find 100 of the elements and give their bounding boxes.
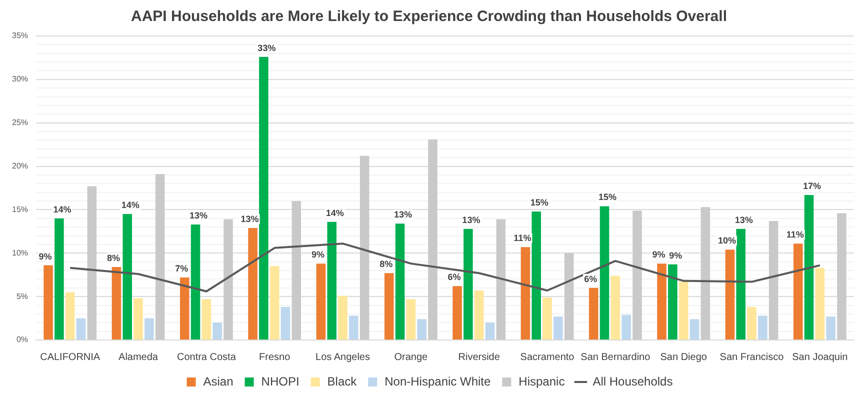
x-tick-label: Contra Costa (176, 352, 236, 363)
data-label: 11% (514, 233, 532, 244)
bar (464, 228, 473, 340)
data-label: 9% (669, 250, 682, 260)
data-label: 17% (803, 180, 822, 191)
bar (360, 156, 370, 340)
bar (112, 267, 122, 340)
bar (134, 298, 143, 340)
bar (54, 218, 64, 340)
x-tick-label: San Francisco (720, 352, 784, 363)
x-tick-label: CALIFORNIA (40, 352, 100, 363)
bar (190, 224, 200, 340)
bar (144, 318, 154, 340)
bar (87, 186, 97, 340)
legend-label: Hispanic (518, 374, 565, 388)
bar (700, 207, 710, 340)
legend-label: All Households (592, 374, 673, 388)
data-label: 9% (311, 250, 324, 260)
x-tick-label: Orange (394, 352, 428, 363)
x-tick-label: San Joaquin (792, 352, 848, 363)
data-label: 14% (53, 204, 72, 214)
legend-label: Asian (203, 374, 234, 388)
bar (564, 253, 574, 340)
y-tick-label: 25% (12, 118, 28, 128)
data-label: 33% (258, 42, 276, 53)
bar (837, 213, 846, 340)
bar (554, 316, 563, 340)
x-tick-label: Fresno (259, 352, 291, 363)
chart-title: AAPI Households are More Likely to Experience Crowding than Households Overall (131, 8, 727, 26)
bar (76, 318, 86, 340)
bar (44, 265, 53, 340)
data-label: 6% (584, 274, 598, 284)
bar (180, 277, 190, 340)
bar (327, 222, 336, 340)
data-label: 11% (786, 230, 804, 240)
bar (668, 264, 678, 340)
x-tick-label: San Bernardino (580, 352, 651, 363)
bar (248, 228, 258, 340)
bar (610, 276, 620, 340)
bar (747, 306, 756, 340)
bar (212, 322, 222, 340)
bar (259, 56, 268, 340)
data-label: 13% (462, 214, 480, 225)
bar (632, 210, 642, 340)
bar (349, 316, 358, 340)
data-label: 13% (734, 214, 753, 225)
data-label: 9% (38, 251, 52, 262)
bar (496, 219, 506, 340)
bar (452, 286, 462, 340)
bar (280, 306, 290, 340)
bar (736, 228, 746, 340)
bar (532, 211, 541, 340)
x-tick-label: Riverside (458, 352, 500, 363)
data-label: 13% (394, 210, 412, 220)
legend-label: Non-Hispanic White (384, 374, 491, 388)
x-tick-label: Sacramento (520, 352, 575, 363)
bar (815, 268, 825, 340)
bar (600, 206, 610, 340)
bar (474, 290, 484, 340)
bar (768, 221, 778, 340)
x-tick-label: Alameda (118, 352, 158, 363)
legend-label: Black (327, 374, 358, 388)
y-tick-label: 0% (16, 335, 28, 344)
bar (826, 316, 836, 340)
x-tick-label: Los Angeles (316, 352, 370, 363)
bar (155, 174, 165, 340)
data-label: 15% (530, 197, 548, 208)
bar (384, 273, 394, 340)
y-tick-label: 10% (12, 248, 28, 258)
data-label: 7% (175, 263, 188, 274)
data-label: 13% (240, 214, 259, 224)
bar (622, 314, 631, 340)
bar (224, 219, 233, 340)
data-label: 15% (598, 192, 617, 202)
bar (690, 319, 700, 340)
bar (406, 299, 416, 340)
y-tick-label: 20% (12, 161, 28, 170)
data-label: 13% (190, 210, 208, 220)
bar (804, 194, 814, 340)
bar (485, 322, 495, 340)
bar (588, 288, 598, 340)
data-label: 6% (448, 272, 461, 282)
bar (202, 299, 212, 340)
bar (542, 297, 552, 340)
bar (316, 264, 326, 340)
legend-label: NHOPI (261, 374, 300, 388)
bar (395, 224, 405, 340)
bar (657, 264, 666, 340)
y-tick-label: 5% (16, 292, 28, 301)
y-tick-label: 30% (12, 74, 28, 84)
bar (338, 296, 348, 340)
data-label: 8% (380, 259, 393, 270)
bar (65, 292, 75, 340)
bar (678, 282, 688, 340)
bar (758, 316, 768, 340)
bar (793, 244, 803, 340)
x-tick-label: San Diego (660, 352, 708, 363)
bar (520, 247, 530, 340)
data-label: 14% (121, 200, 140, 210)
y-tick-label: 35% (12, 31, 28, 40)
